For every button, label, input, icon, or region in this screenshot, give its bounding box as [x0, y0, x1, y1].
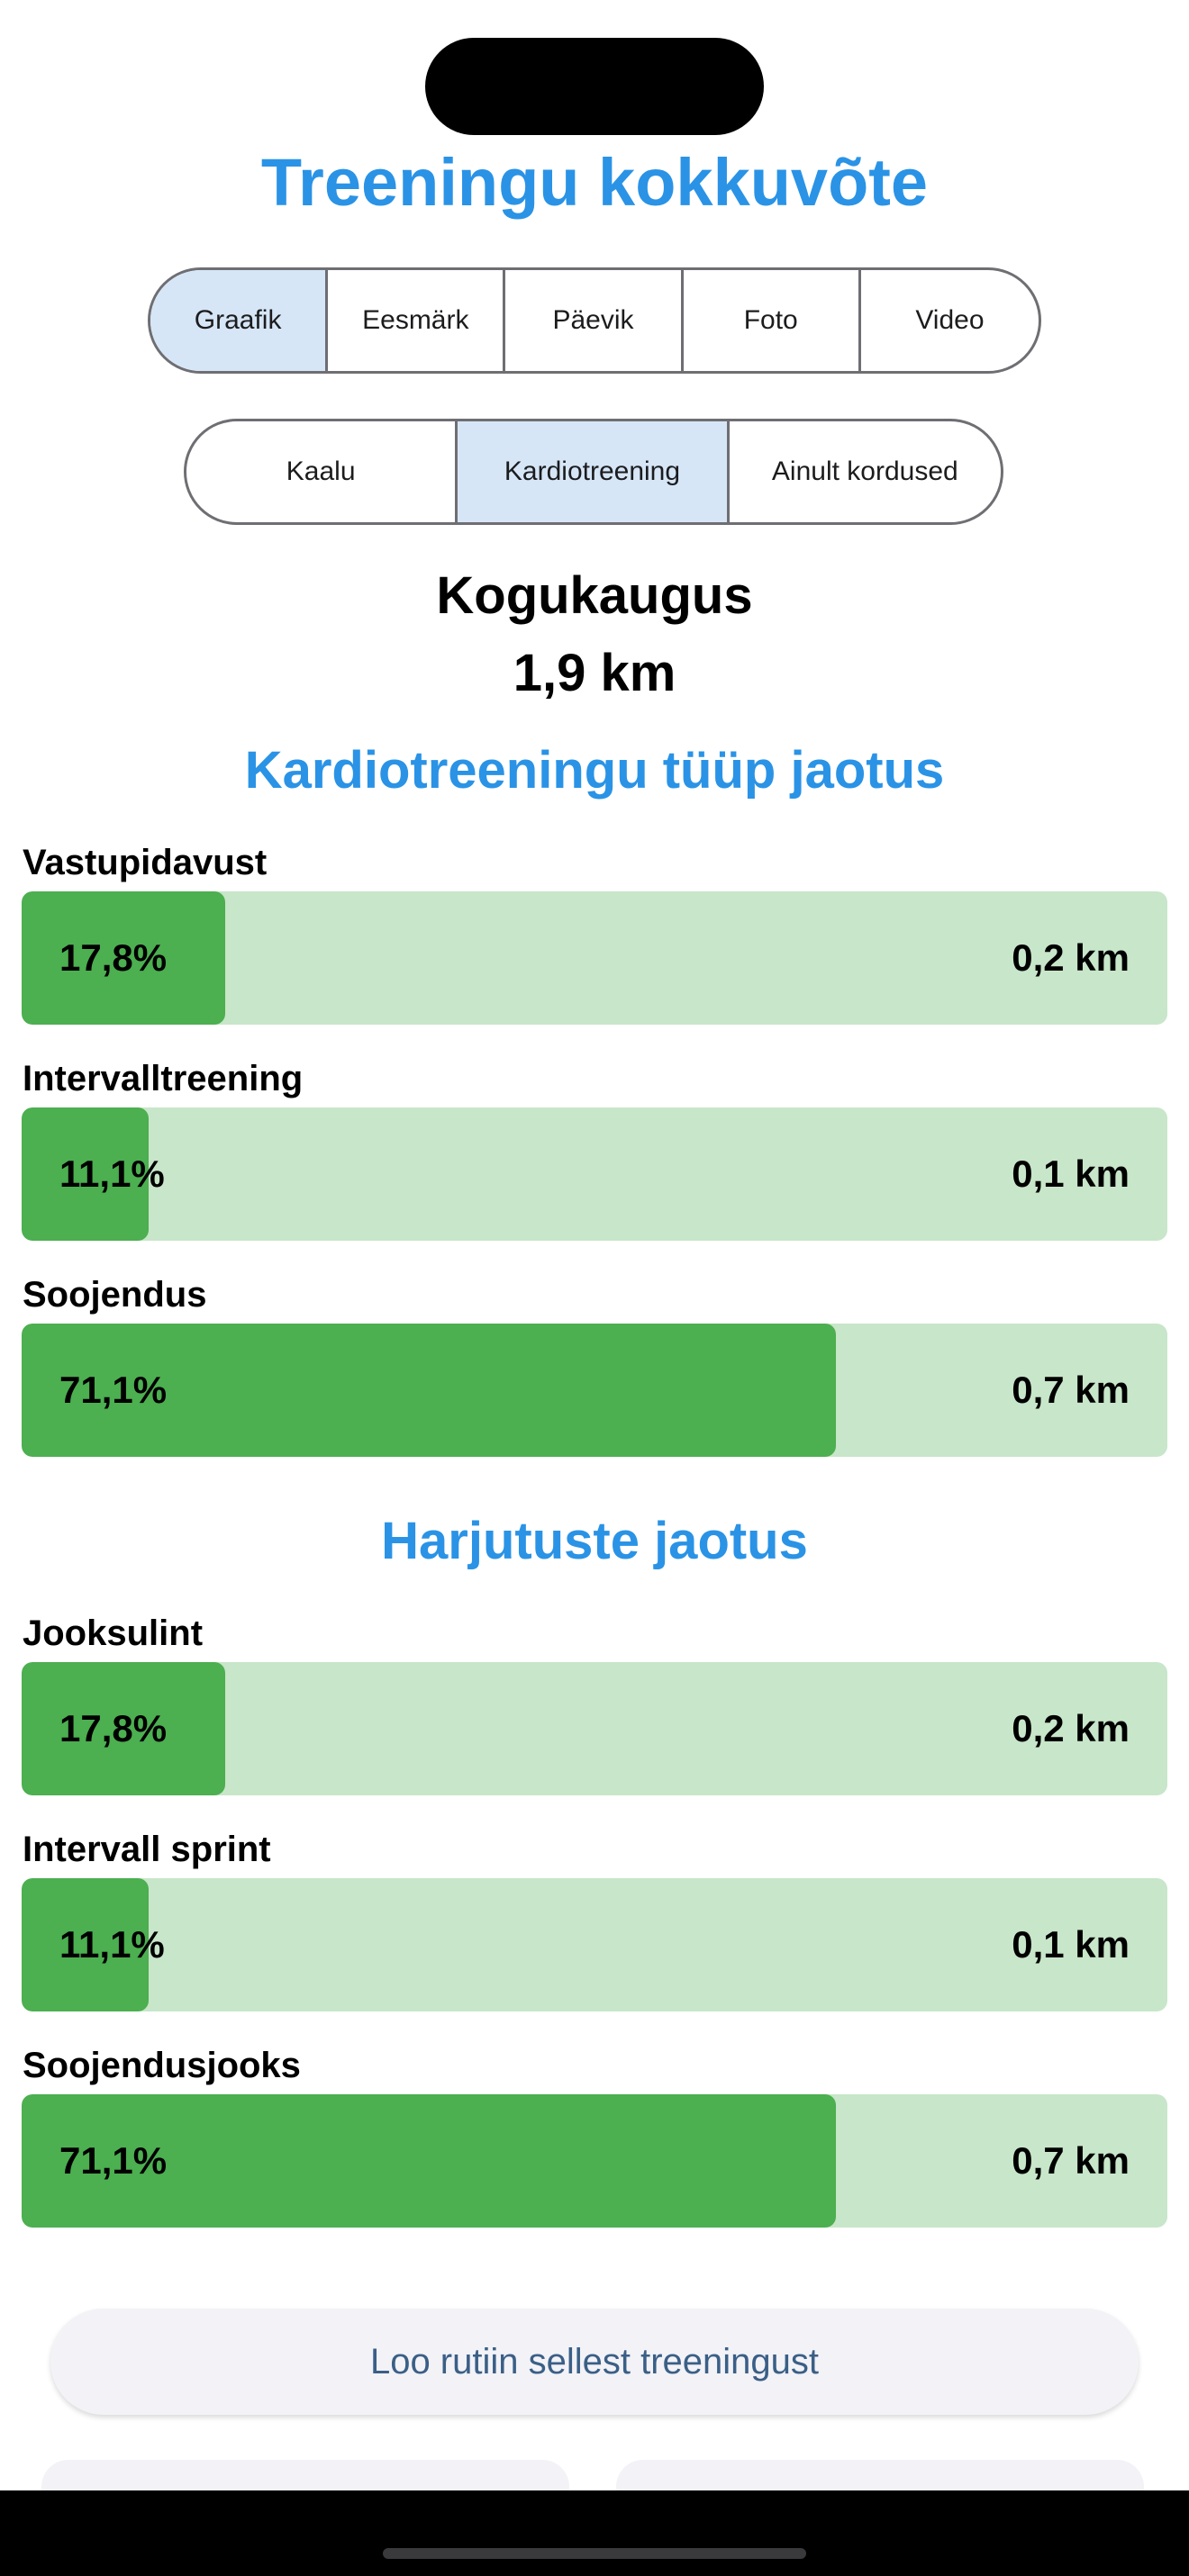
bar-distance: 0,1 km [1012, 1923, 1130, 1966]
bar-fill [22, 2094, 837, 2228]
total-distance-label: Kogukaugus [436, 566, 753, 625]
bar-percent: 17,8% [59, 936, 168, 979]
subtab-kaalu[interactable]: Kaalu [186, 421, 458, 522]
bar-label: Jooksulint [23, 1613, 204, 1653]
distribution-bar: 71,1% 0,7 km [22, 2094, 1167, 2228]
bar-percent: 71,1% [59, 1369, 168, 1411]
bar-percent: 17,8% [59, 1707, 168, 1749]
bar-fill [22, 1107, 150, 1241]
bar-label: Vastupidavust [23, 843, 268, 882]
bar-fill [22, 1324, 837, 1457]
tab-paevik[interactable]: Päevik [505, 270, 684, 371]
exercises-section-title: Harjutuste jaotus [381, 1512, 808, 1570]
tab-foto[interactable]: Foto [684, 270, 861, 371]
distribution-bar: 17,8% 0,2 km [22, 1662, 1167, 1795]
bar-label: Intervall sprint [23, 1830, 271, 1869]
bar-distance: 0,7 km [1012, 1369, 1130, 1411]
tab-video[interactable]: Video [915, 305, 985, 335]
bar-percent: 11,1% [59, 1152, 165, 1195]
bar-fill [22, 1662, 226, 1795]
main-tab-bar: Graafik Eesmärk Päevik Foto Video [148, 267, 1041, 374]
home-indicator[interactable] [383, 2548, 806, 2559]
bar-label: Soojendus [23, 1275, 207, 1315]
distribution-bar: 71,1% 0,7 km [22, 1324, 1167, 1457]
tab-eesmark[interactable]: Eesmärk [328, 270, 506, 371]
dynamic-island [425, 38, 764, 135]
total-distance-value: 1,9 km [513, 644, 676, 702]
bar-distance: 0,1 km [1012, 1152, 1130, 1195]
bar-fill [22, 1878, 150, 2011]
distribution-bar: 11,1% 0,1 km [22, 1107, 1167, 1241]
bar-label: Intervalltreening [23, 1059, 304, 1098]
distribution-bar: 17,8% 0,2 km [22, 891, 1167, 1025]
home-bar-area [0, 2490, 1189, 2576]
sub-tab-bar: Kaalu Kardiotreening Ainult kordused [184, 419, 1003, 525]
bar-distance: 0,7 km [1012, 2139, 1130, 2182]
subtab-kardiotreening[interactable]: Kardiotreening [458, 421, 730, 522]
bar-percent: 11,1% [59, 1923, 165, 1966]
bar-distance: 0,2 km [1012, 1707, 1130, 1749]
cardio-type-section-title: Kardiotreeningu tüüp jaotus [244, 741, 945, 800]
bar-distance: 0,2 km [1012, 936, 1130, 979]
bar-label: Soojendusjooks [23, 2046, 301, 2085]
create-routine-button[interactable]: Loo rutiin sellest treeningust [50, 2309, 1139, 2415]
page-title: Treeningu kokkuvõte [260, 145, 929, 220]
bar-percent: 71,1% [59, 2139, 168, 2182]
subtab-ainult-kordused[interactable]: Ainult kordused [771, 456, 958, 486]
bar-fill [22, 891, 226, 1025]
distribution-bar: 11,1% 0,1 km [22, 1878, 1167, 2011]
tab-graafik[interactable]: Graafik [150, 270, 329, 371]
